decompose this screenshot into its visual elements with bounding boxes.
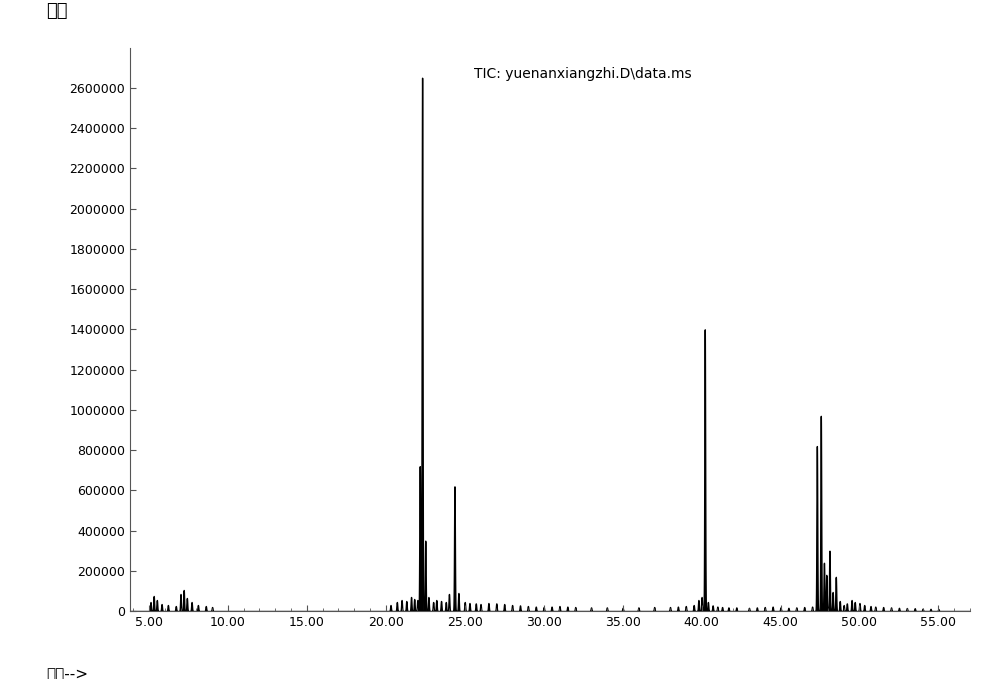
Text: TIC: yuenanxiangzhi.D\data.ms: TIC: yuenanxiangzhi.D\data.ms xyxy=(474,67,692,81)
Text: 时间-->: 时间--> xyxy=(46,667,88,679)
Text: 丰度: 丰度 xyxy=(46,3,68,20)
